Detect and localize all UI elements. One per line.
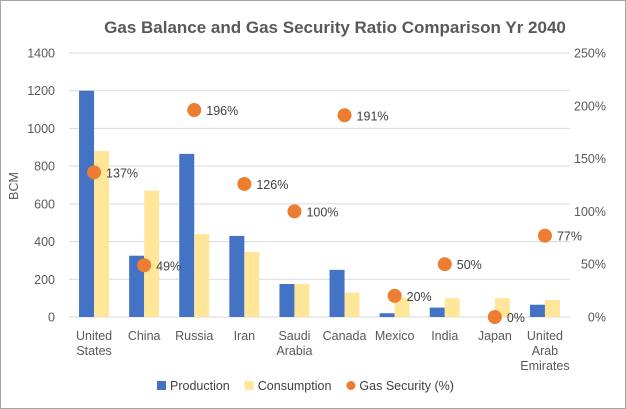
x-tick-label: Canada	[323, 329, 367, 343]
security-label: 137%	[106, 166, 138, 180]
y-tick-label: 1000	[27, 122, 55, 136]
bar-production	[329, 269, 345, 317]
bar-consumption	[244, 251, 260, 317]
security-label: 20%	[407, 290, 432, 304]
security-point	[337, 108, 352, 123]
bar-consumption	[94, 151, 110, 317]
security-point	[387, 288, 402, 303]
y2-tick-label: 0%	[588, 311, 606, 325]
legend-label: Production	[170, 379, 230, 393]
x-tick-label: Arabia	[276, 344, 312, 358]
y2-tick-label: 100%	[574, 205, 606, 219]
x-tick-label: Emirates	[520, 359, 569, 373]
legend-label: Gas Security (%)	[359, 379, 453, 393]
x-tick-label: United	[527, 329, 563, 343]
y-axis-title: BCM	[7, 172, 21, 200]
bar-production	[429, 307, 445, 317]
security-label: 50%	[457, 258, 482, 272]
y-tick-label: 200	[34, 273, 55, 287]
y2-tick-label: 50%	[581, 258, 606, 272]
x-tick-label: Japan	[478, 329, 512, 343]
security-label: 126%	[256, 178, 288, 192]
y-tick-label: 800	[34, 160, 55, 174]
bar-consumption	[144, 190, 160, 317]
security-label: 196%	[206, 104, 238, 118]
y2-axis-ticks: 0% 50% 100% 150% 200% 250%	[574, 47, 606, 325]
bar-production	[229, 235, 245, 317]
security-point	[187, 103, 202, 118]
security-point	[87, 165, 102, 180]
security-point	[237, 176, 252, 191]
chart-title: Gas Balance and Gas Security Ratio Compa…	[104, 18, 566, 37]
legend-swatch	[157, 381, 166, 390]
legend-marker	[346, 381, 356, 390]
y2-tick-label: 250%	[574, 47, 606, 61]
y-tick-label: 1200	[27, 84, 55, 98]
legend-swatch	[244, 381, 254, 390]
x-tick-label: India	[431, 329, 458, 343]
security-point	[537, 228, 552, 243]
x-tick-label: States	[76, 344, 111, 358]
bar-consumption	[194, 234, 210, 317]
bar-consumption	[344, 292, 360, 317]
x-tick-label: Arab	[532, 344, 558, 358]
bar-production	[379, 313, 395, 317]
x-tick-label: Russia	[175, 329, 213, 343]
y-tick-label: 1400	[27, 47, 55, 61]
x-tick-label: United	[76, 329, 112, 343]
bar-production	[179, 153, 195, 317]
bar-consumption	[444, 298, 460, 317]
security-point	[137, 258, 152, 273]
security-label: 49%	[156, 259, 181, 273]
y2-tick-label: 150%	[574, 152, 606, 166]
bar-production	[279, 284, 295, 317]
data-labels: 137% 49% 196% 126% 100% 191% 20% 50% 0% 77%	[106, 104, 582, 325]
y-tick-label: 400	[34, 235, 55, 249]
legend-label: Consumption	[258, 379, 332, 393]
y-axis-ticks: 0 200 400 600 800 1000 1200 1400	[27, 47, 55, 325]
y-tick-label: 600	[34, 197, 55, 211]
security-points	[87, 103, 552, 324]
y-tick-label: 0	[48, 311, 55, 325]
bar-consumption	[294, 284, 310, 317]
security-point	[437, 257, 452, 272]
security-label: 191%	[357, 109, 389, 123]
x-tick-label: Mexico	[375, 329, 415, 343]
security-label: 77%	[557, 230, 582, 244]
bar-production	[529, 304, 545, 317]
security-label: 100%	[306, 205, 338, 219]
security-point	[287, 204, 302, 219]
y2-tick-label: 200%	[574, 99, 606, 113]
security-label: 0%	[507, 311, 525, 325]
bar-consumption	[544, 300, 560, 317]
legend: Production Consumption Gas Security (%)	[157, 379, 454, 393]
x-tick-label: China	[128, 329, 161, 343]
security-point	[487, 310, 502, 324]
x-tick-label: Saudi	[278, 329, 310, 343]
bar-production	[79, 90, 95, 317]
x-tick-label: Iran	[234, 329, 256, 343]
bar-consumption	[394, 298, 410, 317]
